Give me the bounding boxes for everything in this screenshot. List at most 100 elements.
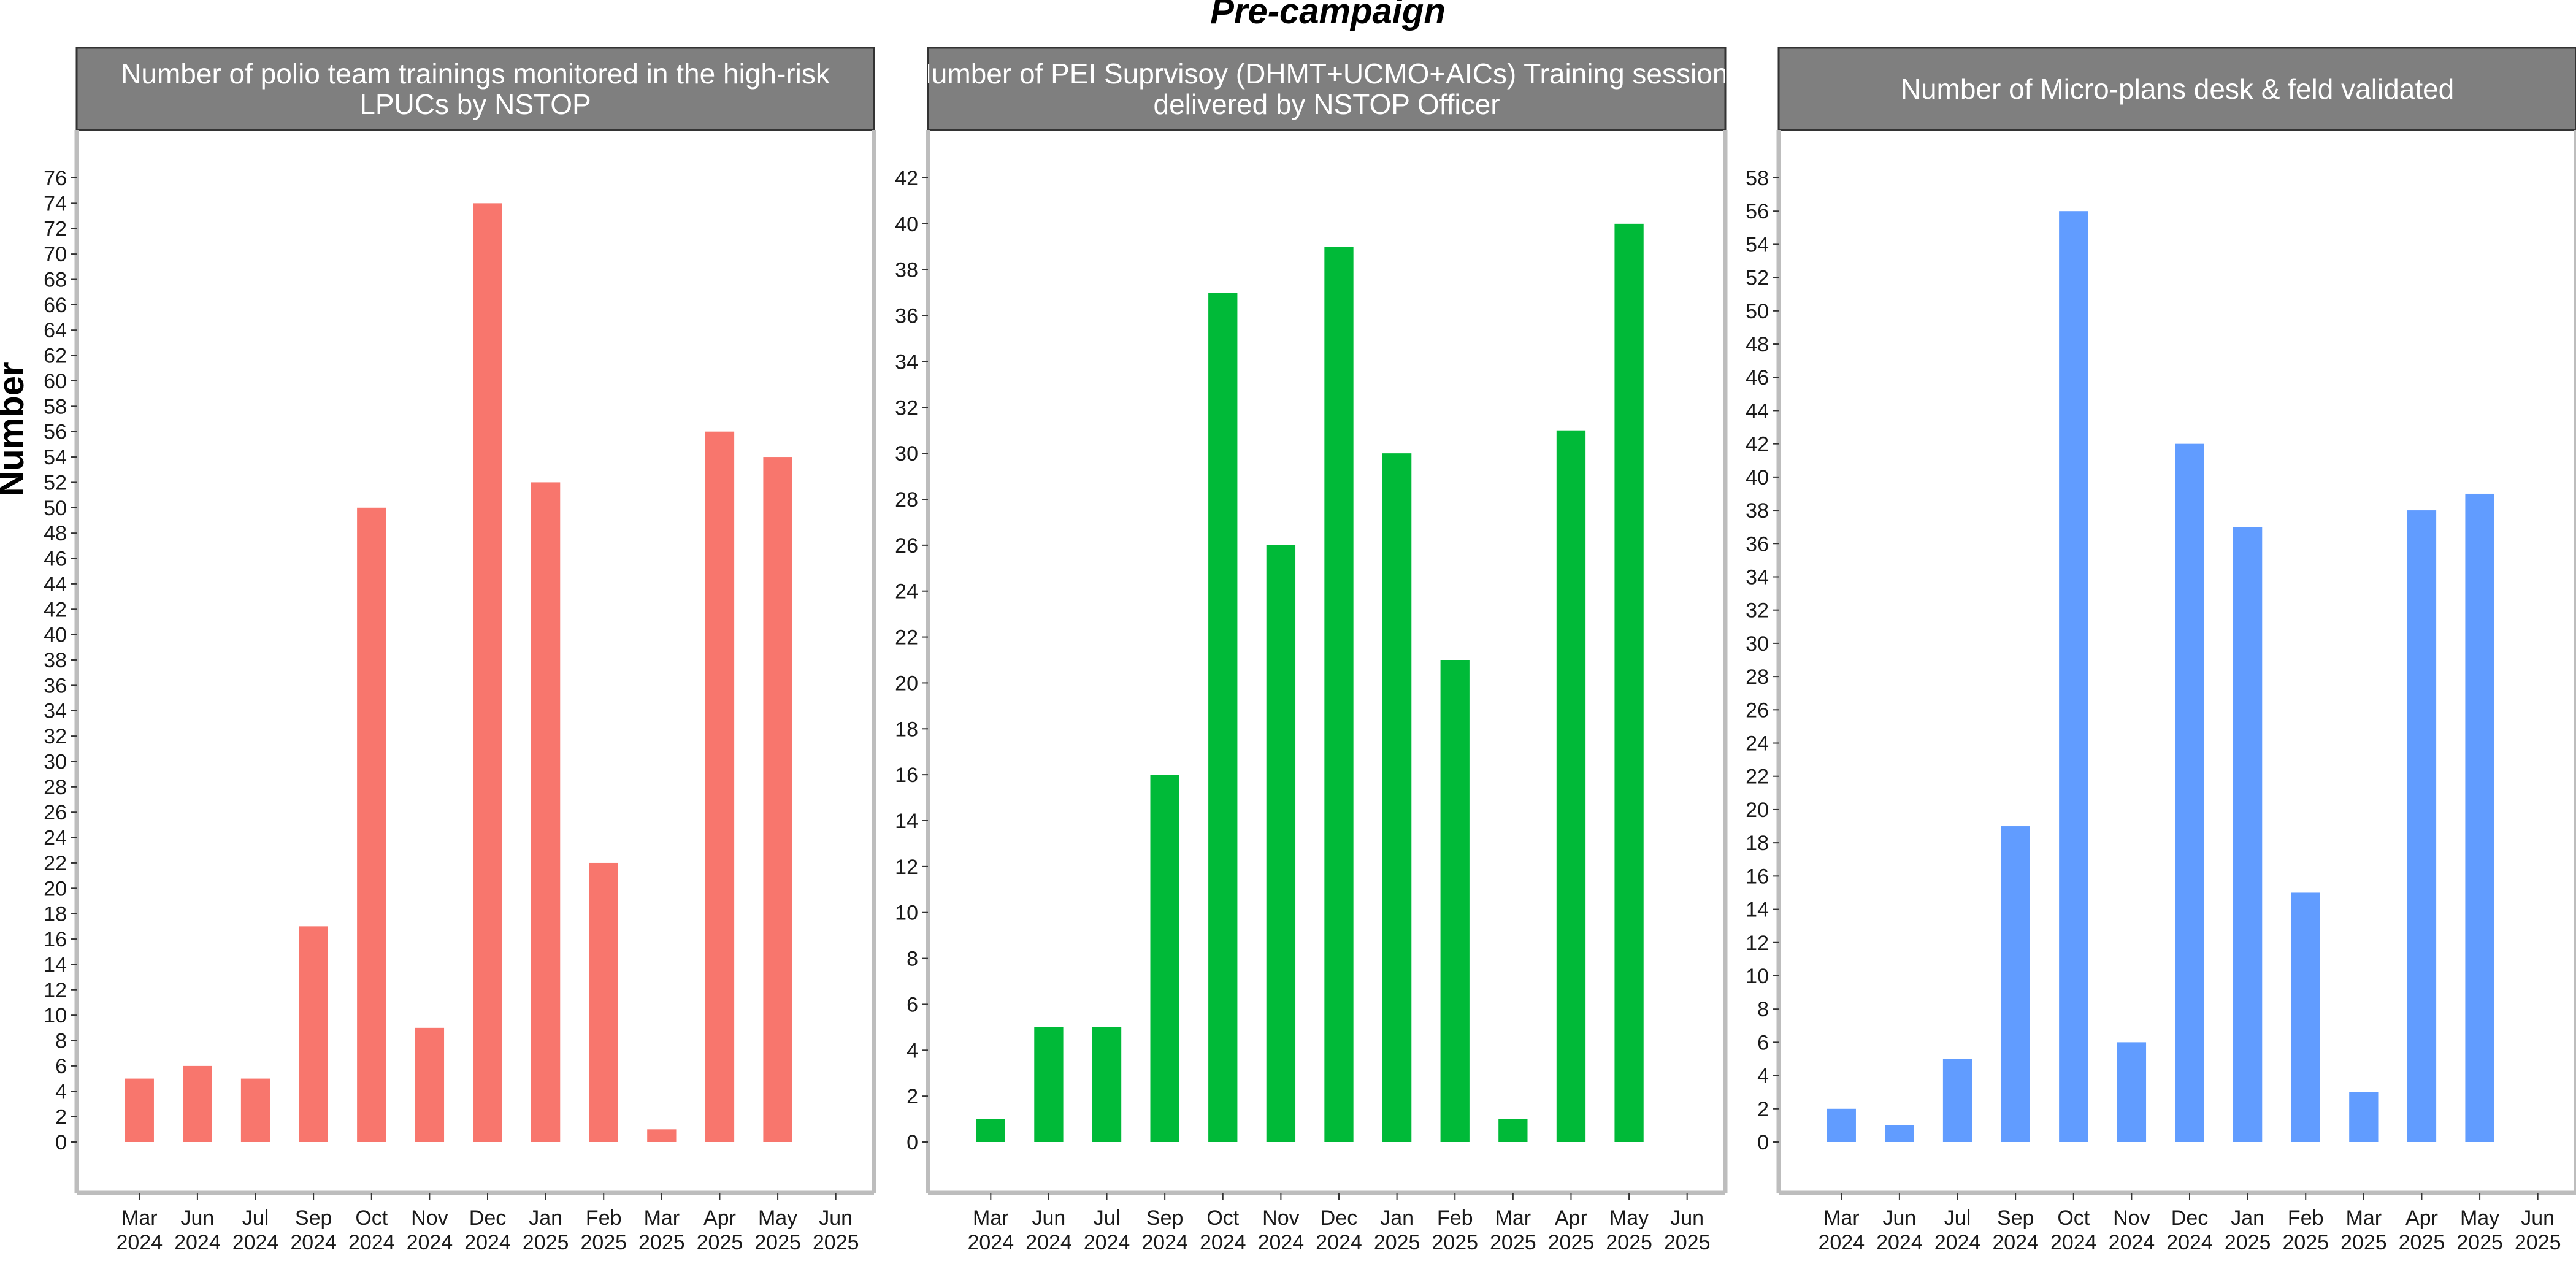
y-tick-label: 18: [1746, 832, 1769, 855]
bar: [2117, 1042, 2147, 1142]
y-tick-label: 38: [895, 259, 918, 282]
bar: [2233, 527, 2263, 1142]
y-tick-label: 28: [1746, 665, 1769, 689]
y-tick-label: 66: [44, 294, 67, 317]
bar: [1498, 1119, 1528, 1142]
y-tick-label: 0: [55, 1131, 67, 1154]
y-tick-label: 40: [895, 213, 918, 236]
x-tick-label: Dec 2024: [464, 1206, 511, 1254]
y-tick-label: 58: [44, 395, 67, 418]
x-tick-label: Mar 2025: [1490, 1206, 1536, 1254]
y-tick-label: 12: [1746, 932, 1769, 955]
x-tick-label: Apr 2025: [1548, 1206, 1595, 1254]
y-tick-label: 34: [1746, 565, 1769, 589]
y-tick-label: 16: [895, 764, 918, 787]
chart-panel-2: Number of PEI Suprvisoy (DHMT+UCMO+AICs)…: [895, 47, 1742, 1254]
x-tick-label: May 2025: [2456, 1206, 2503, 1254]
y-tick-label: 34: [895, 350, 918, 374]
y-tick-label: 14: [44, 953, 67, 976]
x-tick-label: Mar 2024: [1818, 1206, 1865, 1254]
y-tick-label: 34: [44, 700, 67, 723]
y-axis-label: Number: [0, 362, 31, 496]
y-tick-label: 68: [44, 268, 67, 291]
y-tick-label: 10: [44, 1004, 67, 1027]
x-tick-label: Jun 2024: [1025, 1206, 1072, 1254]
bar: [976, 1119, 1005, 1142]
y-tick-label: 44: [1746, 399, 1769, 423]
y-tick-label: 36: [44, 674, 67, 697]
facet-strip-title: Number of PEI Suprvisoy (DHMT+UCMO+AICs)…: [911, 58, 1742, 120]
x-tick-label: Jan 2025: [2225, 1206, 2271, 1254]
bar: [1942, 1059, 1972, 1142]
x-tick-label: Jan 2025: [1374, 1206, 1420, 1254]
bar: [1827, 1108, 1856, 1142]
y-tick-label: 8: [1757, 998, 1769, 1021]
bar: [125, 1078, 154, 1142]
y-tick-label: 48: [44, 522, 67, 545]
y-tick-label: 6: [907, 993, 918, 1016]
x-tick-label: Sep 2024: [290, 1206, 337, 1254]
x-tick-label: Jun 2025: [2515, 1206, 2561, 1254]
bar: [2001, 826, 2030, 1142]
x-tick-label: Nov 2024: [407, 1206, 453, 1254]
y-tick-label: 22: [895, 626, 918, 650]
facet-strip: [927, 47, 1727, 131]
y-tick-label: 36: [895, 305, 918, 328]
bar: [2407, 510, 2437, 1142]
bar: [183, 1065, 212, 1142]
x-tick-label: May 2025: [754, 1206, 801, 1254]
x-tick-label: May 2025: [1606, 1206, 1652, 1254]
y-tick-label: 24: [895, 580, 918, 604]
y-tick-label: 18: [44, 903, 67, 926]
y-tick-label: 36: [1746, 532, 1769, 556]
y-tick-label: 58: [1746, 167, 1769, 190]
y-tick-label: 32: [1746, 599, 1769, 623]
bar: [531, 482, 561, 1142]
bar: [357, 507, 386, 1142]
y-tick-label: 18: [895, 718, 918, 741]
figure-title: Pre-campaign: [1210, 0, 1446, 31]
y-tick-label: 42: [44, 598, 67, 621]
bar: [473, 203, 502, 1142]
bar: [1614, 223, 1644, 1142]
y-tick-label: 52: [1746, 267, 1769, 290]
y-tick-label: 60: [44, 370, 67, 393]
x-tick-label: Feb 2025: [580, 1206, 627, 1254]
y-tick-label: 28: [44, 776, 67, 799]
y-tick-label: 16: [1746, 865, 1769, 888]
y-tick-label: 8: [55, 1030, 67, 1053]
chart-panel-1: Number of polio team trainings monitored…: [44, 47, 876, 1254]
x-tick-label: Mar 2025: [2340, 1206, 2387, 1254]
x-tick-label: Sep 2024: [1141, 1206, 1188, 1254]
y-tick-label: 30: [1746, 632, 1769, 656]
x-tick-label: Oct 2024: [1200, 1206, 1246, 1254]
y-tick-label: 2: [907, 1085, 918, 1108]
y-tick-label: 8: [907, 948, 918, 971]
y-tick-label: 50: [1746, 300, 1769, 323]
bar: [2349, 1092, 2379, 1142]
y-tick-label: 54: [44, 446, 67, 469]
y-tick-label: 24: [1746, 732, 1769, 756]
y-tick-label: 76: [44, 167, 67, 190]
facet-strip: [75, 47, 875, 131]
y-tick-label: 64: [44, 319, 67, 342]
y-tick-label: 0: [1757, 1131, 1769, 1154]
y-tick-label: 52: [44, 471, 67, 494]
x-tick-label: Mar 2024: [116, 1206, 163, 1254]
y-tick-label: 0: [907, 1131, 918, 1154]
bar: [1034, 1027, 1064, 1142]
bar: [1208, 293, 1238, 1143]
y-tick-label: 38: [44, 649, 67, 672]
x-tick-label: Mar 2024: [967, 1206, 1014, 1254]
y-tick-label: 56: [44, 421, 67, 444]
bar: [589, 862, 618, 1142]
facet-strip-title: Number of polio team trainings monitored…: [121, 58, 830, 120]
bar: [299, 926, 328, 1142]
y-tick-label: 62: [44, 345, 67, 368]
bar: [2465, 493, 2494, 1142]
y-tick-label: 12: [44, 979, 67, 1002]
y-tick-label: 20: [44, 877, 67, 900]
y-tick-label: 2: [55, 1106, 67, 1129]
x-tick-label: Sep 2024: [1992, 1206, 2039, 1254]
y-tick-label: 56: [1746, 200, 1769, 223]
